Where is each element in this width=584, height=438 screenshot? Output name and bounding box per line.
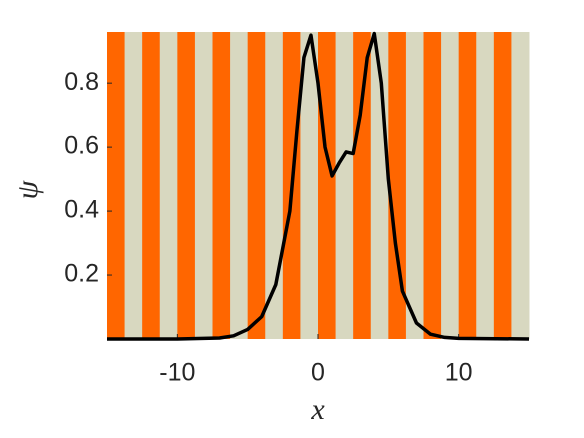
y-axis-title: ψ: [11, 179, 44, 199]
stripe: [353, 32, 372, 339]
stripe: [265, 32, 284, 339]
stripe: [159, 32, 178, 339]
stripe: [511, 32, 530, 339]
stripe: [194, 32, 213, 339]
x-tick-label: 0: [311, 359, 325, 387]
stripe: [230, 32, 249, 339]
stripe: [388, 32, 407, 339]
line: [107, 31, 530, 341]
stripe: [318, 32, 337, 339]
stripe: [493, 32, 512, 339]
stripe: [107, 32, 126, 339]
stripe: [212, 32, 231, 339]
stripe: [458, 32, 477, 339]
background: [107, 32, 530, 339]
y-tick-label: 0.4: [64, 196, 99, 224]
stripe: [177, 32, 196, 339]
stripe: [476, 32, 495, 339]
y-tick-label: 0.6: [64, 132, 99, 160]
y-tick-label: 0.2: [64, 260, 99, 288]
x-tick-label: -10: [159, 359, 195, 387]
x-axis-title: x: [310, 393, 325, 426]
stripe: [124, 32, 143, 339]
stripe: [335, 32, 354, 339]
x-tick-label: 10: [445, 359, 473, 387]
stripe: [300, 32, 319, 339]
stripe: [441, 32, 460, 339]
stripe: [247, 32, 266, 339]
stripe: [405, 32, 424, 339]
stripe: [142, 32, 161, 339]
stripe: [423, 32, 442, 339]
y-tick-label: 0.8: [64, 68, 99, 96]
